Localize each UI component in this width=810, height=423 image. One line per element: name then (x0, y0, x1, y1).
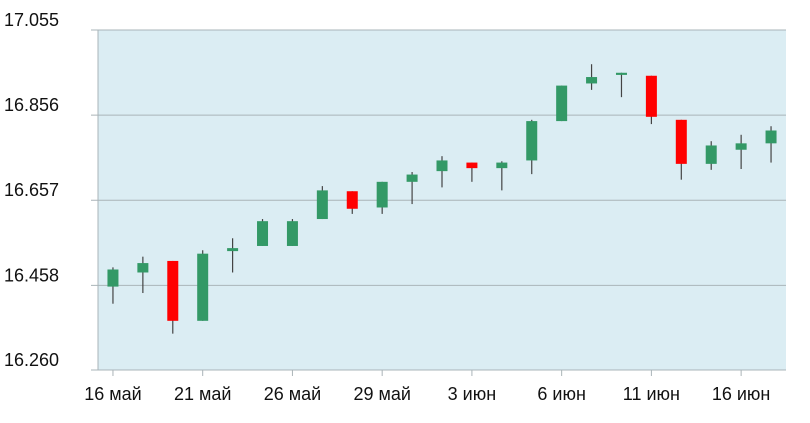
candle (376, 181, 388, 214)
candle-body-up (137, 263, 149, 273)
candle-body-up (705, 145, 717, 164)
x-tick-label: 3 июн (448, 384, 497, 404)
candle (346, 191, 358, 214)
candle-body-up (316, 190, 328, 220)
candle (406, 171, 418, 205)
candle (705, 141, 717, 170)
x-tick-label: 6 июн (537, 384, 586, 404)
x-tick-label: 21 май (174, 384, 231, 404)
candle-body-up (436, 160, 448, 172)
candle-body-up (107, 269, 119, 287)
candle-body-up (257, 221, 269, 246)
candle-body-up (615, 72, 627, 75)
candle (257, 219, 269, 246)
y-tick-label: 16.458 (4, 265, 59, 285)
candle-body-up (286, 221, 298, 246)
candle-body-down (167, 260, 179, 321)
candle (167, 260, 179, 334)
candle-body-up (765, 130, 777, 144)
candle (316, 186, 328, 220)
candle-body-up (197, 253, 209, 321)
x-tick-label: 16 май (84, 384, 141, 404)
y-tick-label: 17.055 (4, 10, 59, 30)
candle-body-up (496, 162, 508, 169)
candle (137, 256, 149, 294)
candle (197, 250, 209, 321)
candle-body-up (556, 85, 568, 122)
candle-body-down (346, 191, 358, 209)
candle (586, 64, 598, 90)
candle-body-up (376, 181, 388, 208)
candle (765, 126, 777, 163)
x-tick-label: 26 май (264, 384, 321, 404)
candle (735, 134, 747, 169)
candle-body-up (227, 248, 239, 252)
candle (615, 72, 627, 98)
x-axis-tick-labels: 16 май 21 май 26 май 29 май 3 июн 6 июн 11 июн… (84, 370, 770, 404)
candle-body-up (586, 77, 598, 84)
candle-body-up (526, 121, 538, 161)
candle-body-up (735, 143, 747, 150)
candle (526, 119, 538, 175)
y-tick-label: 16.260 (4, 350, 59, 370)
candle (227, 238, 239, 273)
candle (496, 161, 508, 191)
candles (107, 64, 777, 334)
candle-body-up (406, 174, 418, 182)
candle (556, 85, 568, 122)
candle (286, 219, 298, 246)
candle (645, 75, 657, 125)
x-tick-label: 29 май (353, 384, 410, 404)
y-tick-label: 16.856 (4, 95, 59, 115)
candle (436, 156, 448, 188)
y-tick-label: 16.657 (4, 180, 59, 200)
candle (466, 162, 478, 182)
candle (675, 119, 687, 180)
candle (107, 267, 119, 304)
candle-body-down (645, 75, 657, 117)
candle-body-down (675, 119, 687, 164)
x-tick-label: 11 июн (623, 384, 680, 404)
y-axis-tick-labels: 16.260 16.458 16.657 16.856 17.055 (4, 10, 59, 370)
candle-body-down (466, 162, 478, 169)
x-tick-label: 16 июн (712, 384, 771, 404)
